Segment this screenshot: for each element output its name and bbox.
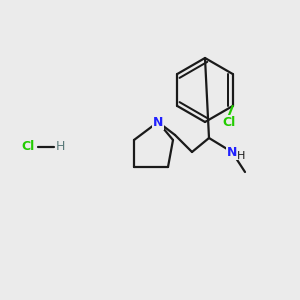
Text: N: N <box>153 116 163 128</box>
Text: Cl: Cl <box>222 116 235 128</box>
Text: H: H <box>237 151 245 161</box>
Text: N: N <box>227 146 237 158</box>
Text: H: H <box>55 140 65 154</box>
Text: Cl: Cl <box>21 140 34 154</box>
